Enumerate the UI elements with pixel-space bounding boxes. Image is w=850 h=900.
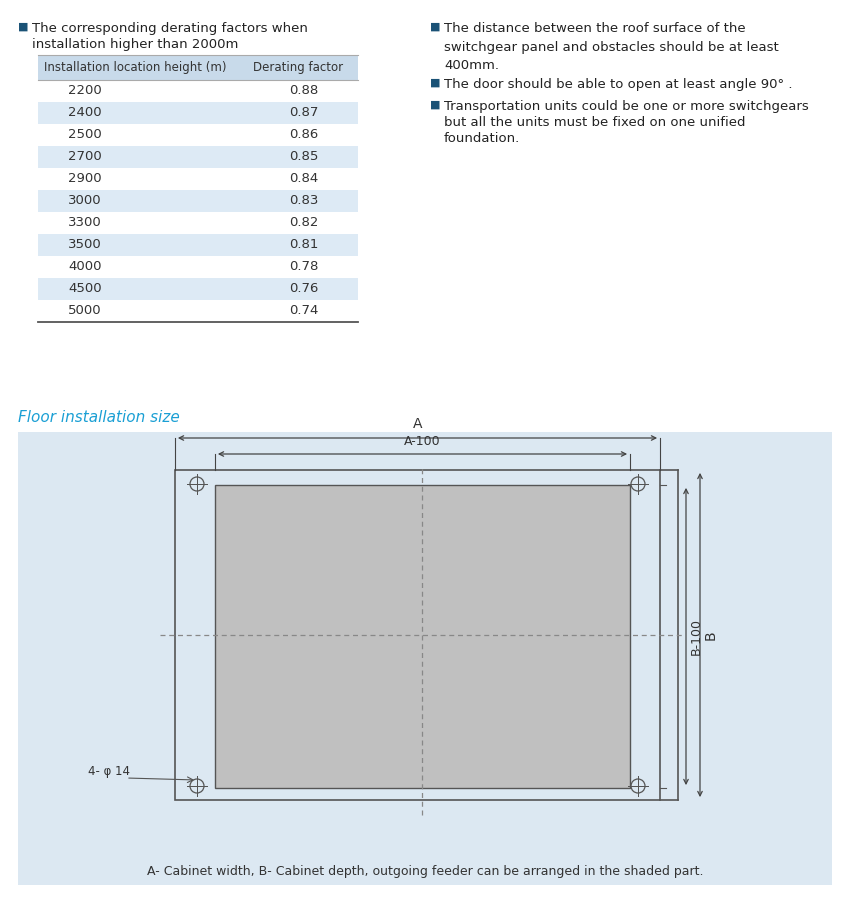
Text: foundation.: foundation. <box>444 132 520 145</box>
Text: B-100: B-100 <box>690 618 703 655</box>
Bar <box>38 278 358 300</box>
Text: ■: ■ <box>430 22 440 32</box>
Text: B: B <box>704 630 718 640</box>
Text: 3000: 3000 <box>68 194 102 208</box>
Text: The distance between the roof surface of the
switchgear panel and obstacles shou: The distance between the roof surface of… <box>444 22 779 72</box>
Text: ■: ■ <box>430 78 440 88</box>
Text: A-100: A-100 <box>405 435 441 448</box>
Text: 0.86: 0.86 <box>289 129 319 141</box>
Bar <box>38 190 358 212</box>
Text: 4000: 4000 <box>68 260 101 274</box>
Bar <box>175 470 660 800</box>
Text: 0.76: 0.76 <box>289 283 319 295</box>
Text: 3500: 3500 <box>68 238 102 251</box>
Text: 0.78: 0.78 <box>289 260 319 274</box>
Text: ■: ■ <box>430 100 440 110</box>
Text: The door should be able to open at least angle 90° .: The door should be able to open at least… <box>444 78 792 91</box>
Text: Derating factor: Derating factor <box>253 61 343 74</box>
Text: The corresponding derating factors when: The corresponding derating factors when <box>32 22 308 35</box>
Text: 4500: 4500 <box>68 283 102 295</box>
Text: 0.88: 0.88 <box>289 85 319 97</box>
Text: 2700: 2700 <box>68 150 102 164</box>
Text: Installation location height (m): Installation location height (m) <box>44 61 226 74</box>
Text: 4- φ 14: 4- φ 14 <box>88 766 130 778</box>
Text: but all the units must be fixed on one unified: but all the units must be fixed on one u… <box>444 116 745 129</box>
Text: 0.87: 0.87 <box>289 106 319 120</box>
Text: 0.83: 0.83 <box>289 194 319 208</box>
Bar <box>18 432 832 885</box>
Text: installation higher than 2000m: installation higher than 2000m <box>32 38 238 51</box>
Text: 3300: 3300 <box>68 217 102 230</box>
Text: 0.82: 0.82 <box>289 217 319 230</box>
Text: 2200: 2200 <box>68 85 102 97</box>
Text: 0.81: 0.81 <box>289 238 319 251</box>
Text: ■: ■ <box>18 22 29 32</box>
Text: 0.85: 0.85 <box>289 150 319 164</box>
Text: 2900: 2900 <box>68 173 102 185</box>
Bar <box>38 55 358 80</box>
Text: A: A <box>413 417 422 431</box>
Bar <box>38 102 358 124</box>
Text: Transportation units could be one or more switchgears: Transportation units could be one or mor… <box>444 100 808 113</box>
Text: 0.84: 0.84 <box>289 173 319 185</box>
Bar <box>38 234 358 256</box>
Text: 2400: 2400 <box>68 106 102 120</box>
Text: A- Cabinet width, B- Cabinet depth, outgoing feeder can be arranged in the shade: A- Cabinet width, B- Cabinet depth, outg… <box>147 865 703 878</box>
Text: 2500: 2500 <box>68 129 102 141</box>
Text: 5000: 5000 <box>68 304 102 318</box>
Bar <box>38 146 358 168</box>
Text: 0.74: 0.74 <box>289 304 319 318</box>
Bar <box>215 485 630 788</box>
Text: Floor installation size: Floor installation size <box>18 410 179 425</box>
